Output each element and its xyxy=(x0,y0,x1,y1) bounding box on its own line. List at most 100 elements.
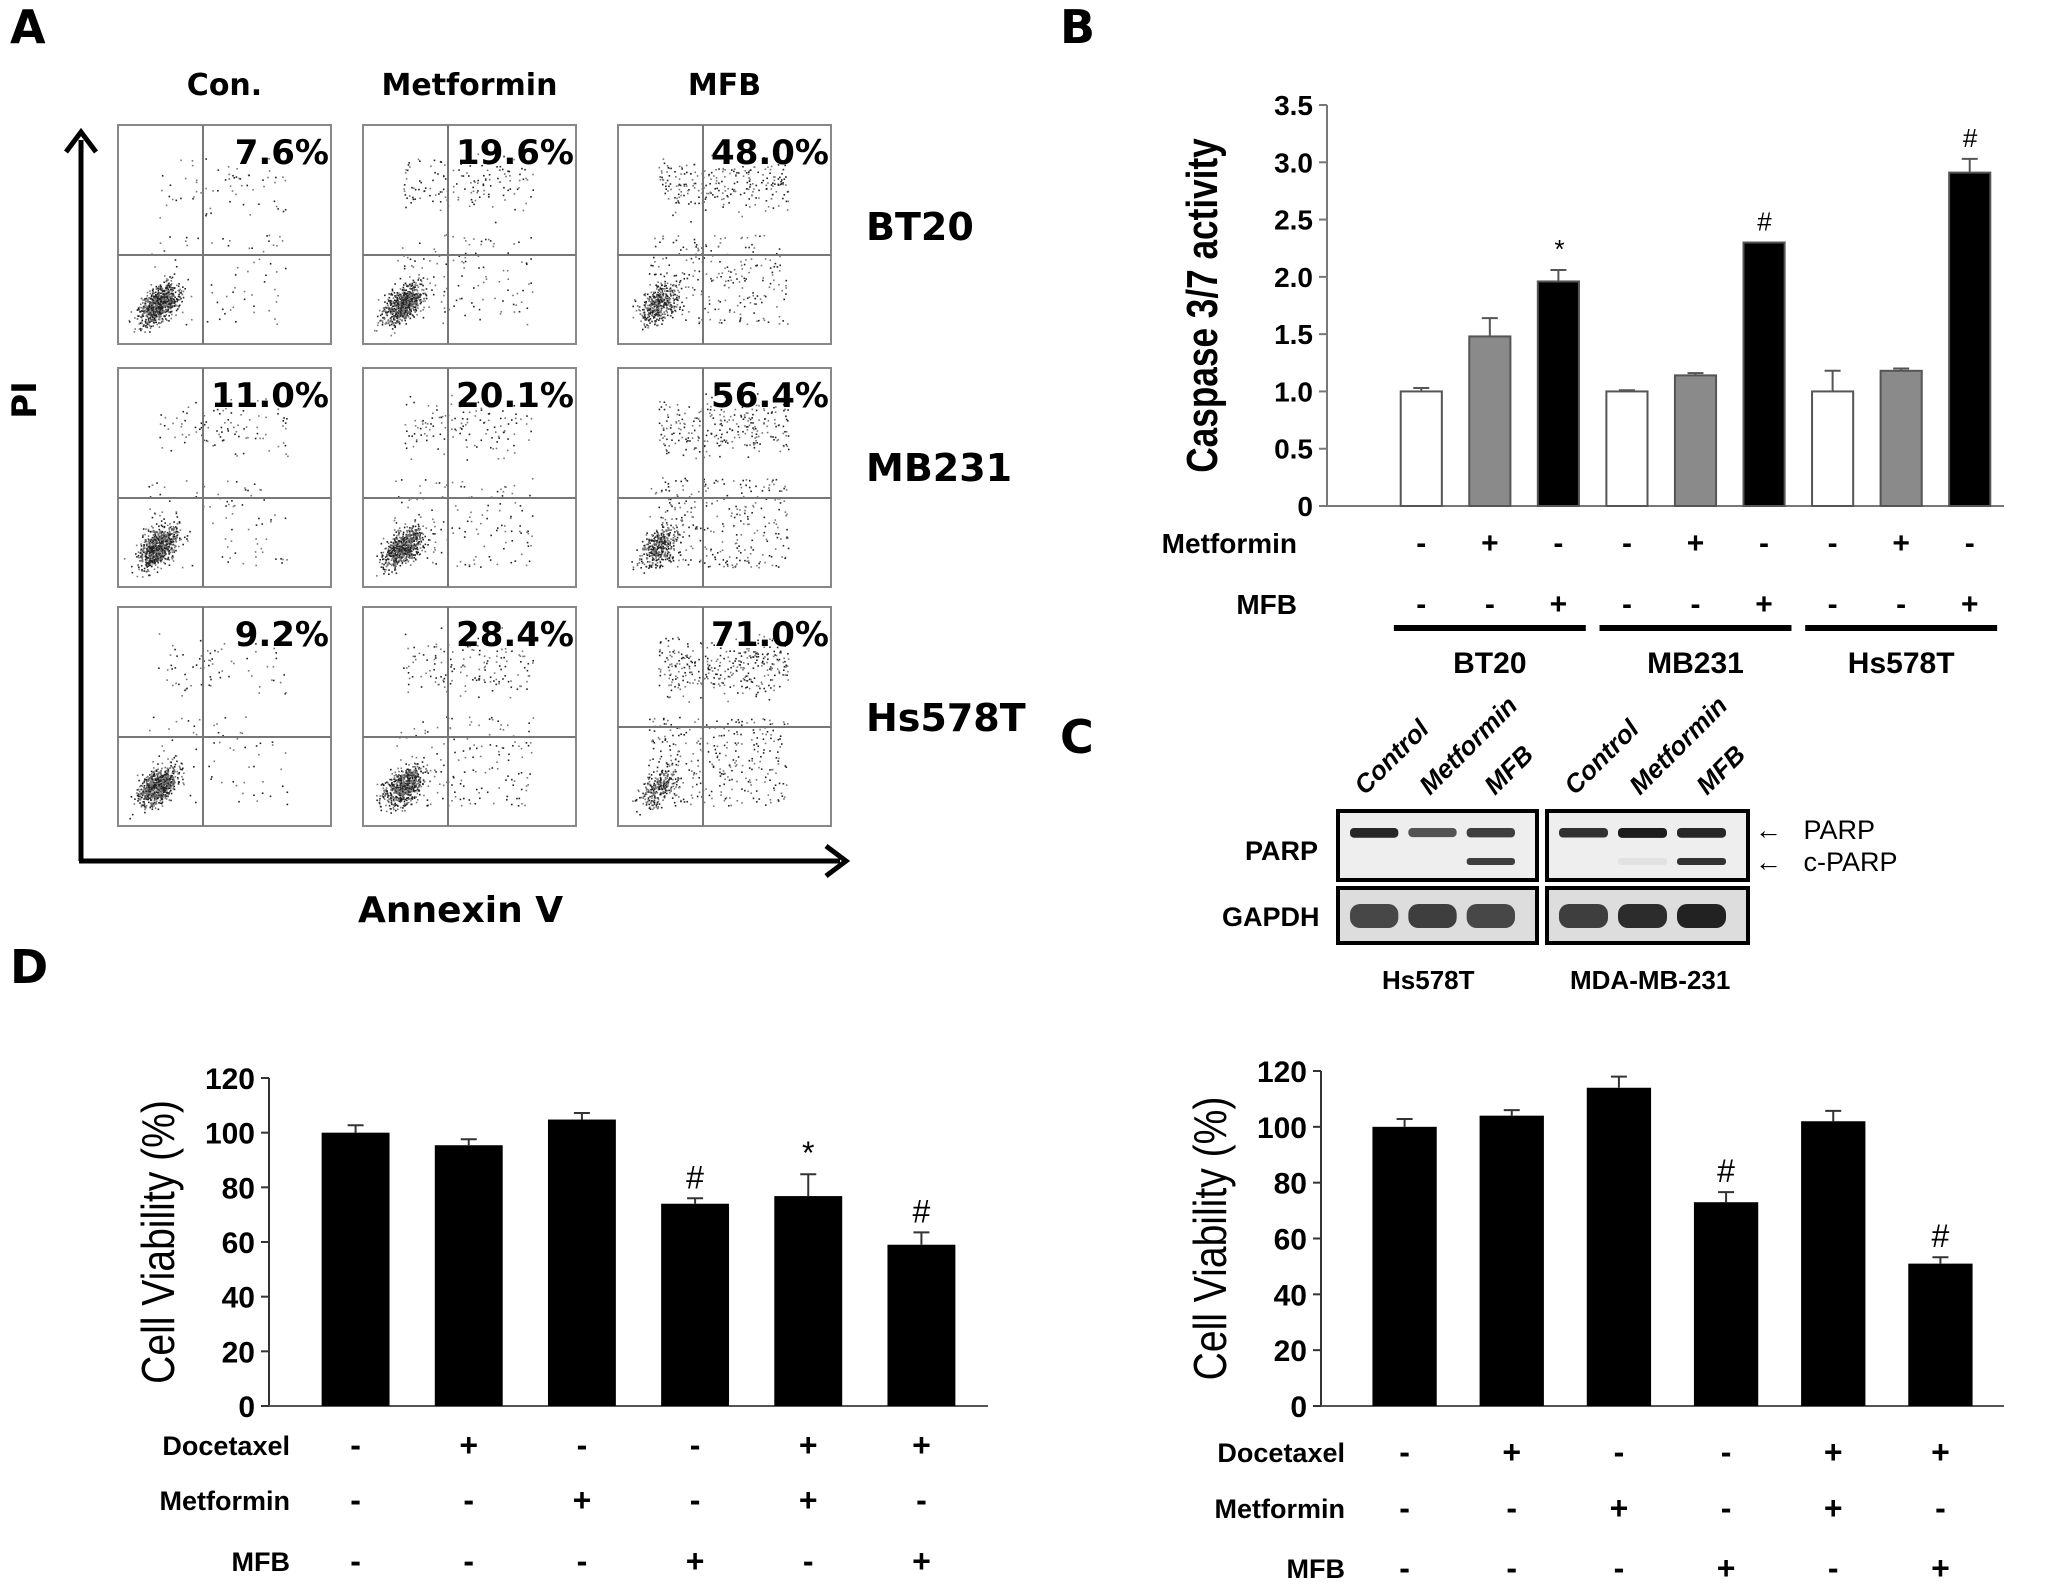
event-dot xyxy=(263,281,266,283)
event-dot xyxy=(153,319,156,321)
event-dot xyxy=(656,306,659,309)
event-dot xyxy=(167,534,169,536)
event-dot xyxy=(155,287,158,289)
event-dot xyxy=(740,486,743,489)
event-dot xyxy=(383,568,386,571)
event-dot xyxy=(754,234,757,237)
event-dot xyxy=(176,522,179,525)
event-dot xyxy=(710,280,713,282)
event-dot xyxy=(676,303,679,306)
event-dot xyxy=(158,301,161,303)
event-dot xyxy=(385,313,388,316)
event-dot xyxy=(148,557,150,559)
event-dot xyxy=(387,298,390,301)
event-dot xyxy=(496,490,499,493)
event-dot xyxy=(704,483,707,486)
event-dot xyxy=(168,537,171,540)
event-dot xyxy=(660,490,663,493)
event-dot xyxy=(160,532,163,535)
event-dot xyxy=(383,306,386,309)
event-dot xyxy=(649,284,652,286)
event-dot xyxy=(384,301,386,303)
event-dot xyxy=(409,536,412,539)
event-dot xyxy=(393,303,396,306)
event-dot xyxy=(720,408,723,411)
event-dot xyxy=(671,433,673,436)
event-dot xyxy=(276,245,278,247)
event-dot xyxy=(164,416,167,419)
event-dot xyxy=(211,242,213,244)
event-dot xyxy=(140,543,142,545)
event-dot xyxy=(665,541,668,543)
event-dot xyxy=(715,182,717,185)
event-dot xyxy=(405,305,407,307)
event-dot xyxy=(160,298,162,301)
event-dot xyxy=(660,300,663,303)
event-dot xyxy=(458,527,461,530)
event-dot xyxy=(141,328,143,330)
event-dot xyxy=(143,544,146,547)
event-dot xyxy=(394,325,397,327)
event-dot xyxy=(277,408,280,411)
event-dot xyxy=(143,547,146,549)
event-dot xyxy=(163,554,166,557)
event-dot xyxy=(171,555,174,557)
event-dot xyxy=(169,532,171,534)
event-dot xyxy=(151,554,154,556)
event-dot xyxy=(764,258,767,260)
event-dot xyxy=(169,184,172,187)
event-dot xyxy=(388,552,390,555)
event-dot xyxy=(407,529,410,532)
event-dot xyxy=(481,488,483,491)
event-dot xyxy=(153,535,156,538)
event-dot xyxy=(386,302,389,305)
event-dot xyxy=(670,304,673,307)
event-dot xyxy=(661,539,663,541)
event-dot xyxy=(673,302,675,304)
event-dot xyxy=(405,541,407,544)
event-dot xyxy=(169,298,172,300)
event-dot xyxy=(390,300,393,302)
event-dot xyxy=(650,487,653,490)
event-dot xyxy=(275,176,277,179)
event-dot xyxy=(718,189,720,192)
event-dot xyxy=(672,297,675,300)
event-dot xyxy=(648,309,650,311)
event-dot xyxy=(416,313,418,316)
event-dot xyxy=(393,544,396,546)
event-dot xyxy=(415,309,418,312)
event-dot xyxy=(199,428,201,431)
event-dot xyxy=(682,485,684,487)
event-dot xyxy=(444,178,447,180)
event-dot xyxy=(146,310,148,313)
event-dot xyxy=(499,417,502,420)
event-dot xyxy=(772,207,775,209)
event-dot xyxy=(254,551,257,553)
event-dot xyxy=(666,297,668,300)
event-dot xyxy=(657,308,659,311)
event-dot xyxy=(146,549,149,552)
event-dot xyxy=(240,184,243,187)
event-dot xyxy=(146,559,148,561)
event-dot xyxy=(750,422,752,424)
event-dot xyxy=(155,523,158,525)
event-dot xyxy=(395,313,398,316)
event-dot xyxy=(752,413,754,416)
event-dot xyxy=(414,299,417,302)
event-dot xyxy=(488,555,491,558)
event-dot xyxy=(186,244,188,247)
event-dot xyxy=(158,311,160,314)
event-dot xyxy=(390,334,393,337)
event-dot xyxy=(148,309,151,312)
event-dot xyxy=(785,489,788,491)
event-dot xyxy=(229,240,231,242)
event-dot xyxy=(398,532,400,534)
event-dot xyxy=(755,436,758,438)
event-dot xyxy=(409,311,411,313)
event-dot xyxy=(652,300,655,303)
event-dot xyxy=(187,278,190,281)
event-dot xyxy=(237,424,239,427)
event-dot xyxy=(714,556,716,559)
event-dot xyxy=(782,197,784,200)
event-dot xyxy=(674,211,677,214)
